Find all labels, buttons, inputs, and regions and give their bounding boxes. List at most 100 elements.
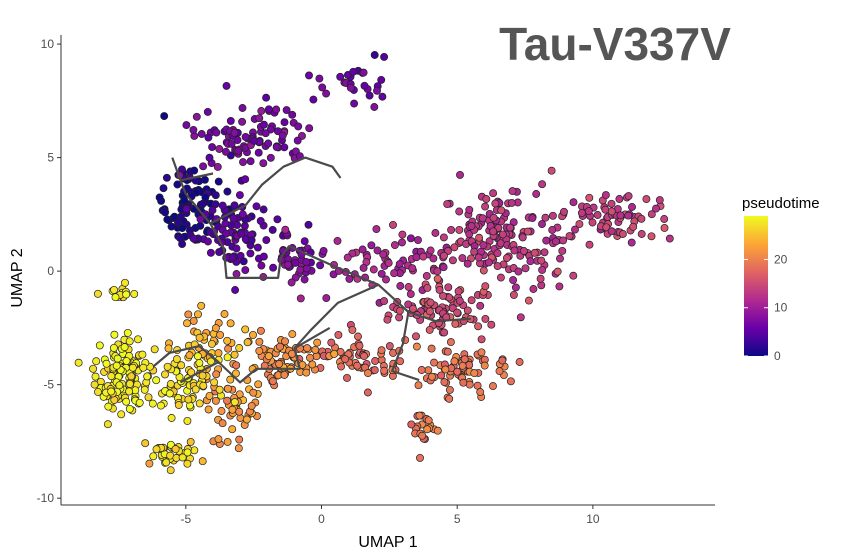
data-point bbox=[224, 344, 233, 353]
data-point bbox=[350, 99, 359, 108]
data-point bbox=[395, 313, 404, 322]
data-point bbox=[226, 116, 235, 125]
data-point bbox=[172, 355, 181, 364]
data-point bbox=[380, 52, 389, 61]
data-point bbox=[333, 236, 342, 245]
data-point bbox=[211, 191, 220, 200]
data-point bbox=[588, 218, 597, 227]
data-point bbox=[260, 120, 268, 129]
data-point bbox=[348, 325, 357, 334]
data-point bbox=[487, 320, 496, 329]
data-point bbox=[204, 133, 213, 142]
data-point bbox=[498, 230, 507, 239]
data-point bbox=[140, 385, 149, 394]
data-point bbox=[345, 274, 354, 283]
data-point bbox=[571, 225, 579, 234]
data-point bbox=[443, 200, 452, 209]
data-point bbox=[254, 380, 263, 389]
data-point bbox=[185, 351, 194, 360]
data-point bbox=[193, 352, 202, 361]
colorbar-gradient bbox=[744, 216, 768, 356]
data-point bbox=[363, 388, 372, 397]
data-point bbox=[382, 275, 390, 284]
data-point bbox=[208, 143, 217, 152]
data-point bbox=[264, 139, 273, 148]
data-point bbox=[204, 237, 212, 246]
data-point bbox=[238, 210, 247, 219]
data-point bbox=[210, 378, 219, 387]
data-point bbox=[239, 257, 248, 266]
data-point bbox=[296, 265, 305, 274]
data-point bbox=[337, 362, 346, 371]
data-point bbox=[455, 207, 464, 216]
y-tick-label: 0 bbox=[47, 264, 54, 278]
data-point bbox=[445, 385, 454, 394]
data-point bbox=[538, 220, 546, 229]
data-point bbox=[311, 345, 320, 354]
data-point bbox=[416, 453, 424, 462]
data-point bbox=[637, 214, 646, 223]
data-point bbox=[125, 379, 134, 388]
data-point bbox=[556, 254, 564, 263]
data-point bbox=[197, 130, 206, 138]
data-point bbox=[476, 301, 485, 310]
data-point bbox=[618, 230, 627, 238]
data-point bbox=[92, 357, 101, 366]
data-point bbox=[293, 136, 302, 145]
data-point bbox=[424, 366, 433, 375]
data-point bbox=[268, 377, 277, 386]
data-point bbox=[166, 466, 175, 475]
colorbar-tick-label: 10 bbox=[774, 301, 788, 315]
data-point bbox=[412, 342, 421, 351]
data-point bbox=[246, 157, 255, 166]
data-point bbox=[197, 301, 206, 310]
data-point bbox=[241, 175, 250, 184]
data-point bbox=[496, 273, 505, 282]
data-point bbox=[159, 184, 168, 193]
data-point bbox=[150, 345, 159, 354]
data-point bbox=[178, 224, 187, 233]
colorbar-tick-label: 20 bbox=[774, 252, 788, 266]
data-point bbox=[481, 202, 490, 211]
data-point bbox=[369, 265, 378, 274]
data-point bbox=[359, 263, 368, 272]
data-point bbox=[489, 382, 497, 391]
data-point bbox=[206, 248, 215, 257]
data-point bbox=[380, 366, 389, 375]
data-point bbox=[222, 81, 231, 90]
data-point bbox=[607, 227, 616, 236]
data-point bbox=[107, 387, 116, 396]
data-point bbox=[353, 361, 362, 370]
data-point bbox=[459, 378, 468, 387]
y-tick-label: -5 bbox=[43, 378, 54, 392]
data-point bbox=[439, 263, 448, 272]
data-point bbox=[475, 233, 484, 242]
data-point bbox=[389, 220, 397, 229]
data-point bbox=[433, 274, 442, 283]
data-point bbox=[453, 367, 462, 376]
data-point bbox=[370, 103, 379, 111]
data-point bbox=[450, 357, 459, 366]
data-point bbox=[470, 369, 479, 378]
data-point bbox=[445, 394, 454, 403]
data-point bbox=[74, 358, 83, 367]
data-point bbox=[529, 285, 538, 293]
data-point bbox=[162, 173, 171, 182]
data-point bbox=[417, 366, 426, 374]
data-point bbox=[316, 261, 325, 270]
data-point bbox=[414, 381, 423, 390]
data-point bbox=[183, 319, 191, 328]
data-point bbox=[107, 372, 116, 381]
data-point bbox=[152, 445, 161, 454]
data-point bbox=[447, 225, 456, 234]
data-point bbox=[365, 91, 374, 100]
data-point bbox=[412, 332, 420, 341]
data-point bbox=[453, 308, 462, 317]
data-point bbox=[110, 285, 118, 294]
data-point bbox=[419, 252, 428, 261]
data-point bbox=[383, 315, 392, 324]
data-point bbox=[551, 237, 560, 246]
data-point bbox=[406, 290, 415, 299]
data-point bbox=[195, 333, 204, 342]
data-point bbox=[302, 264, 311, 273]
